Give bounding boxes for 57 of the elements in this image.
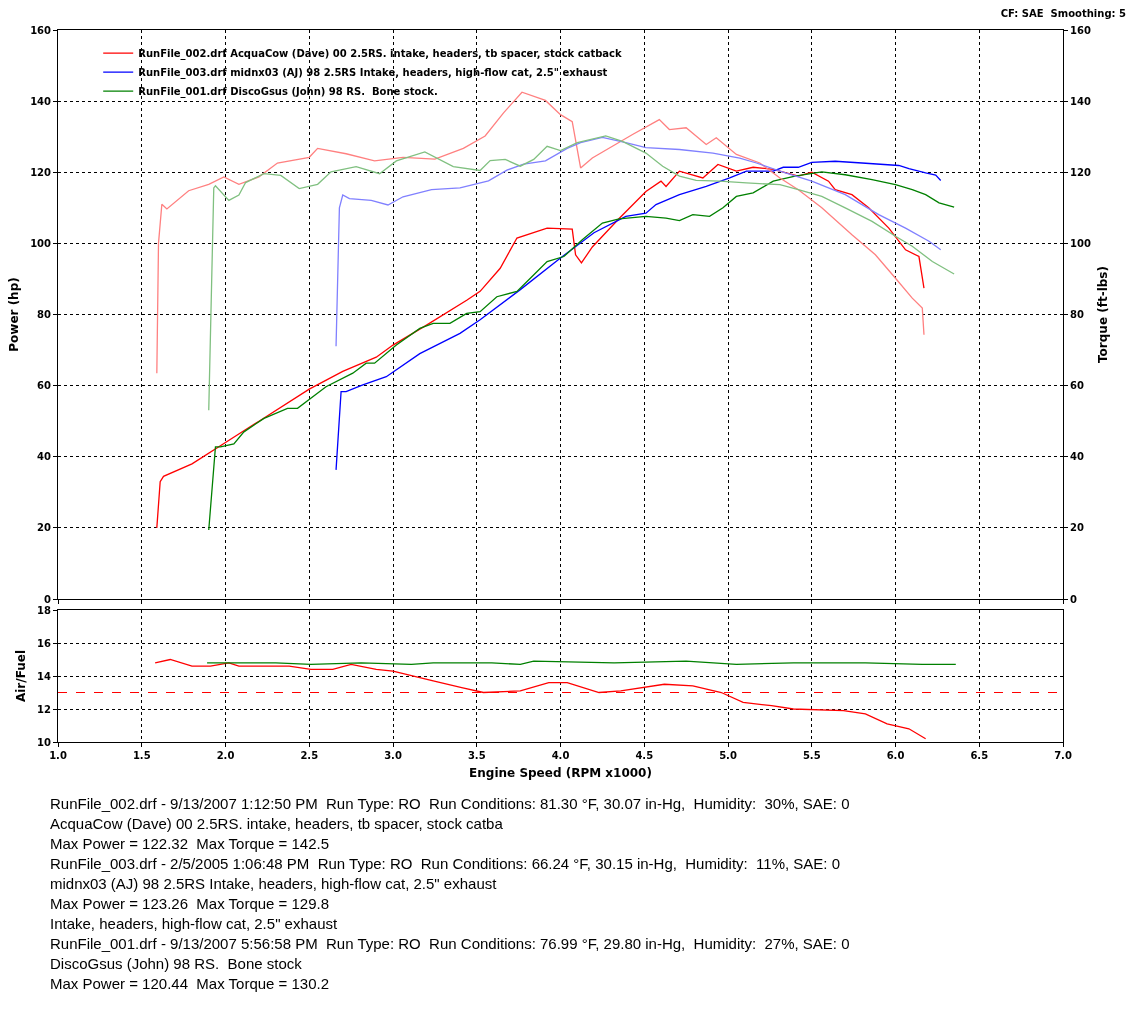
text: Max Power = 120.44 Max Torque = 130.2 [50, 974, 331, 994]
x-tick-label: 7.0 [1054, 750, 1072, 761]
y-tick-label: 80 [37, 309, 52, 320]
y-tick-label: 16 [37, 637, 52, 649]
legend-label: RunFile_002.drf AcquaCow (Dave) 00 2.5RS. intake, headers, tb spacer, stock catback [138, 47, 623, 60]
text: RunFile_001.drf - 9/13/2007 5:56:58 PM Run Type: RO Run Conditions: 76.99 °F, 29.80 in-Hg, Humidity: 27%, SAE: 0 [50, 934, 850, 954]
x-tick-label: 3.0 [384, 750, 402, 761]
x-tick-label: 5.5 [802, 750, 821, 761]
y2-tick-label: 80 [1070, 309, 1084, 320]
y-tick-label: 18 [37, 604, 52, 616]
text: Max Power = 122.32 Max Torque = 142.5 [50, 834, 331, 854]
y-axis-title: Air/Fuel [14, 649, 29, 703]
text: AcquaCow (Dave) 00 2.5RS. intake, headers, tb spacer, stock catba [50, 814, 504, 834]
y-tick-label: 120 [30, 166, 52, 178]
text: Max Power = 123.26 Max Torque = 129.8 [50, 894, 331, 914]
line-series [335, 136, 942, 347]
y-tick-label: 140 [30, 95, 52, 107]
x-axis-title: Engine Speed (RPM x1000) [469, 765, 652, 780]
x-tick-label: 2.5 [300, 750, 319, 761]
y-tick-label: 14 [37, 670, 52, 682]
x-tick-label: 3.5 [467, 750, 486, 761]
text: Intake, headers, high-flow cat, 2.5" exhaust [50, 914, 339, 934]
text: CF: SAE Smoothing: 5 [1000, 8, 1126, 19]
x-tick-label: 4.0 [551, 750, 570, 761]
y2-tick-label: 20 [1070, 522, 1084, 534]
y2-tick-label: 40 [1070, 451, 1084, 463]
x-tick-label: 6.5 [970, 750, 989, 761]
y-tick-label: 160 [30, 24, 52, 36]
x-tick-label: 1.0 [49, 750, 67, 761]
y2-tick-label: 140 [1070, 95, 1091, 107]
text: RunFile_002.drf - 9/13/2007 1:12:50 PM Run Type: RO Run Conditions: 81.30 °F, 30.07 in-Hg, Humidity: 30%, SAE: 0 [50, 794, 850, 814]
y-tick-label: 10 [37, 736, 52, 748]
x-tick-label: 1.5 [132, 750, 151, 761]
y2-tick-label: 60 [1070, 380, 1084, 392]
y-tick-label: 40 [37, 451, 52, 463]
x-tick-label: 6.0 [886, 750, 905, 761]
x-tick-label: 4.5 [635, 750, 654, 761]
line-series [208, 135, 955, 411]
legend-label: RunFile_001.drf DiscoGsus (John) 98 RS. Bone stock. [138, 85, 438, 98]
y-tick-label: 100 [30, 237, 52, 249]
y-tick-label: 12 [37, 703, 52, 715]
y2-tick-label: 100 [1070, 237, 1091, 249]
y-tick-label: 20 [37, 522, 52, 534]
text: midnx03 (AJ) 98 2.5RS Intake, headers, high-flow cat, 2.5" exhaust [50, 874, 498, 894]
y2-axis-title: Torque (ft-lbs) [1095, 266, 1110, 363]
y-tick-label: 60 [37, 380, 52, 392]
legend-label: RunFile_003.drf midnx03 (AJ) 98 2.5RS Intake, headers, high-flow cat, 2.5" exhaust [138, 66, 608, 79]
y-tick-label: 0 [44, 593, 52, 605]
y2-tick-label: 0 [1070, 593, 1077, 605]
x-tick-label: 2.0 [216, 750, 235, 761]
y2-tick-label: 120 [1070, 166, 1091, 178]
line-series [335, 160, 942, 471]
text: RunFile_003.drf - 2/5/2005 1:06:48 PM Run Type: RO Run Conditions: 66.24 °F, 30.15 in-Hg, Humidity: 11%, SAE: 0 [50, 854, 842, 874]
y2-tick-label: 160 [1070, 24, 1091, 36]
y-axis-title: Power (hp) [7, 277, 22, 352]
x-tick-label: 5.0 [719, 750, 737, 761]
text: DiscoGsus (John) 98 RS. Bone stock [50, 954, 303, 974]
